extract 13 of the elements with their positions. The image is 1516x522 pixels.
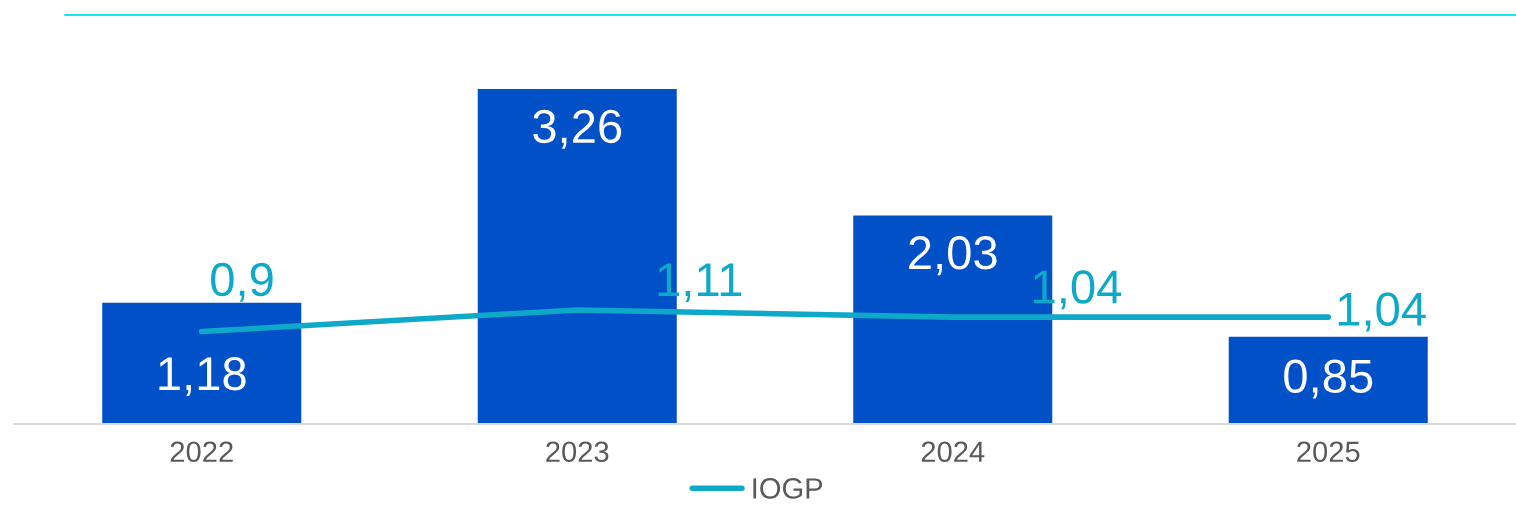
x-tick-label: 2024 (921, 441, 985, 463)
data-label: 1,18 (159, 357, 246, 397)
bar (102, 302, 302, 424)
x-tick-label: 2023 (546, 441, 609, 463)
x-tick-label: 2025 (1297, 441, 1360, 463)
data-label: 0,9 (211, 262, 273, 302)
data-label: 1,04 (1338, 292, 1426, 332)
data-label: 3,26 (533, 109, 622, 149)
bar (1228, 336, 1428, 424)
x-tick-label: 2022 (170, 441, 233, 463)
data-label: 0,85 (1284, 359, 1373, 399)
legend-label: IOGP (753, 478, 823, 499)
data-label: 2,03 (909, 236, 997, 276)
